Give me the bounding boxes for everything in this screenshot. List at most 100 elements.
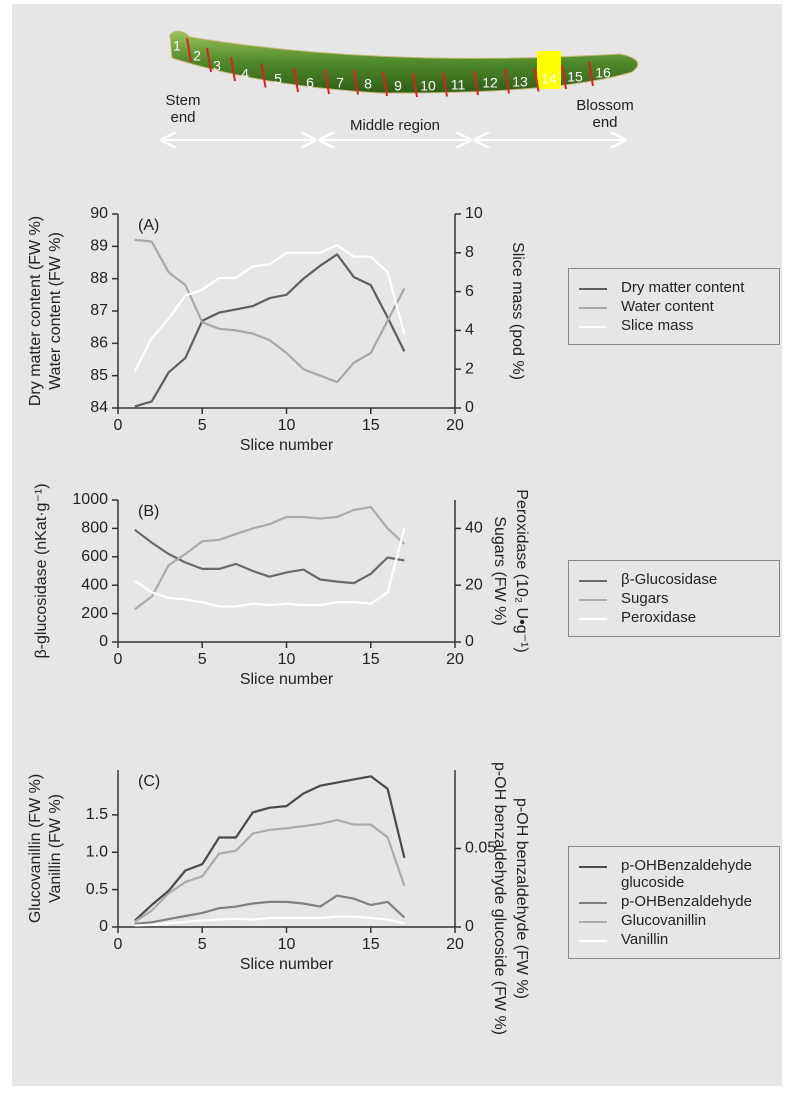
legend-label: Dry matter content xyxy=(621,279,744,296)
legend: Dry matter content Water content Slice mas… xyxy=(568,268,780,345)
y-tick-label: 90 xyxy=(90,205,108,222)
legend-item: Sugars xyxy=(575,590,773,607)
legend-label: p-OHBenzaldehyde xyxy=(621,893,752,910)
legend-swatch xyxy=(579,940,607,942)
slice-number: 7 xyxy=(336,75,344,91)
y-tick-label: 400 xyxy=(81,576,108,593)
y2-tick-label: 40 xyxy=(465,520,483,537)
y-axis-label: Water content (FW %) xyxy=(47,232,64,390)
x-tick-label: 15 xyxy=(362,651,380,668)
legend-swatch xyxy=(579,307,607,309)
slice-number: 15 xyxy=(567,69,583,85)
y-tick-label: 84 xyxy=(90,399,108,416)
x-axis-label: Slice number xyxy=(240,956,334,973)
x-tick-label: 10 xyxy=(278,651,296,668)
y-tick-label: 85 xyxy=(90,367,108,384)
panel-label: (C) xyxy=(138,773,160,790)
legend-swatch xyxy=(579,618,607,620)
series-line xyxy=(135,896,405,924)
region-label: Blossom end xyxy=(570,97,640,131)
legend: p-OHBenzaldehyde glucoside p-OHBenzaldehy… xyxy=(568,846,780,959)
y2-tick-label: 8 xyxy=(465,244,474,261)
y-tick-label: 200 xyxy=(81,605,108,622)
y2-tick-label: 4 xyxy=(465,322,474,339)
panel-label: (A) xyxy=(138,217,159,234)
y2-axis-label: Slice mass (pod %) xyxy=(509,242,526,380)
slice-number: 12 xyxy=(482,75,498,91)
legend-item: Vanillin xyxy=(575,931,773,948)
region-label: Middle region xyxy=(320,117,470,134)
y-axis-label: Glucovanillin (FW %) xyxy=(27,774,44,923)
legend-item: Peroxidase xyxy=(575,609,773,626)
slice-number: 5 xyxy=(274,71,282,87)
legend-label: Vanillin xyxy=(621,931,668,948)
x-tick-label: 0 xyxy=(114,936,123,953)
series-line xyxy=(135,528,405,606)
legend-label: β-Glucosidase xyxy=(621,571,717,588)
slice-number: 3 xyxy=(213,58,221,74)
legend-item: p-OHBenzaldehyde glucoside xyxy=(575,857,773,891)
legend-swatch xyxy=(579,326,607,328)
y-axis-label: Dry matter content (FW %) xyxy=(27,216,44,406)
y-tick-label: 800 xyxy=(81,520,108,537)
slice-number: 13 xyxy=(512,74,528,90)
legend-item: β-Glucosidase xyxy=(575,571,773,588)
x-tick-label: 20 xyxy=(446,651,464,668)
y2-tick-label: 2 xyxy=(465,360,474,377)
y-tick-label: 89 xyxy=(90,238,108,255)
y-tick-label: 0 xyxy=(99,633,108,650)
x-tick-label: 0 xyxy=(114,417,123,434)
y2-axis-label: p-OH benzaldehyde (FW %) xyxy=(513,798,530,999)
legend-swatch xyxy=(579,866,607,868)
y2-tick-label: 0 xyxy=(465,399,474,416)
legend-swatch xyxy=(579,288,607,290)
x-tick-label: 15 xyxy=(362,417,380,434)
y-tick-label: 1000 xyxy=(72,491,108,508)
slice-number: 2 xyxy=(193,48,201,64)
series-line xyxy=(135,820,405,922)
y2-axis-label: p-OH benzaldehyde glucoside (FW %) xyxy=(491,762,508,1035)
legend-label: Water content xyxy=(621,298,714,315)
x-tick-label: 20 xyxy=(446,417,464,434)
y-axis-label: β-glucosidase (nKat·g⁻¹) xyxy=(33,483,50,658)
y2-tick-label: 0 xyxy=(465,633,474,650)
y-tick-label: 88 xyxy=(90,270,108,287)
legend: β-Glucosidase Sugars Peroxidase xyxy=(568,560,780,637)
slice-number: 16 xyxy=(595,65,611,81)
y-axis-label: Vanillin (FW %) xyxy=(47,794,64,903)
y-tick-label: 600 xyxy=(81,548,108,565)
y2-tick-label: 10 xyxy=(465,205,483,222)
slice-number: 1 xyxy=(173,38,181,54)
page: 1234567891011121314151684858687888990024… xyxy=(0,0,794,1093)
x-tick-label: 5 xyxy=(198,936,207,953)
legend-label: Sugars xyxy=(621,590,669,607)
region-label: Stem end xyxy=(158,92,208,126)
slice-number: 8 xyxy=(364,76,372,92)
y2-tick-label: 6 xyxy=(465,283,474,300)
panel-label: (B) xyxy=(138,503,159,520)
legend-label: Peroxidase xyxy=(621,609,696,626)
y-tick-label: 1.5 xyxy=(86,806,108,823)
x-tick-label: 15 xyxy=(362,936,380,953)
y2-axis-label: Sugars (FW %) xyxy=(491,516,508,625)
x-tick-label: 20 xyxy=(446,936,464,953)
x-tick-label: 5 xyxy=(198,651,207,668)
series-line xyxy=(135,530,405,583)
legend-item: Water content xyxy=(575,298,773,315)
x-tick-label: 10 xyxy=(278,417,296,434)
y-tick-label: 0.5 xyxy=(86,881,108,898)
legend-swatch xyxy=(579,902,607,904)
legend-swatch xyxy=(579,580,607,582)
x-tick-label: 10 xyxy=(278,936,296,953)
slice-number: 4 xyxy=(241,66,249,82)
x-tick-label: 5 xyxy=(198,417,207,434)
legend-item: Dry matter content xyxy=(575,279,773,296)
legend-label: p-OHBenzaldehyde glucoside xyxy=(621,857,773,891)
legend-label: Slice mass xyxy=(621,317,694,334)
y-tick-label: 87 xyxy=(90,302,108,319)
slice-number: 9 xyxy=(394,78,402,94)
legend-label: Glucovanillin xyxy=(621,912,706,929)
series-line xyxy=(135,245,405,371)
